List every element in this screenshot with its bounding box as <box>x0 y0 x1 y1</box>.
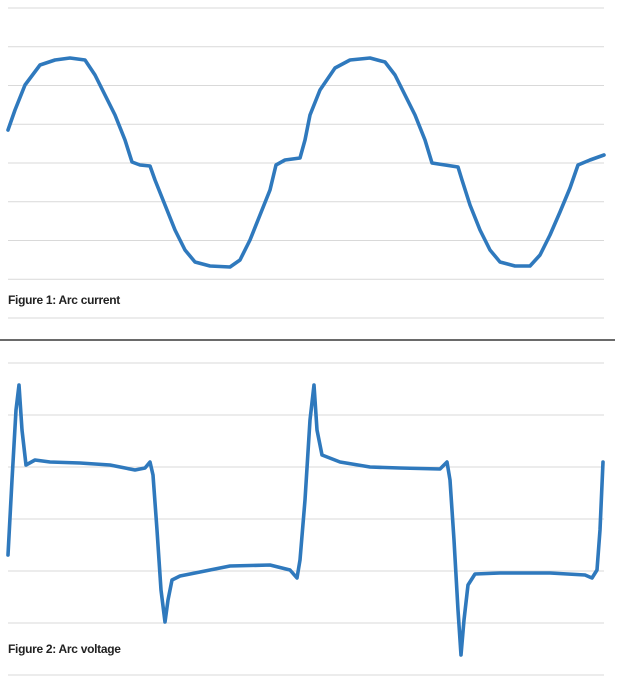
figure-caption: Figure 2: Arc voltage <box>8 642 121 656</box>
figure-caption: Figure 1: Arc current <box>8 293 120 307</box>
data-line <box>6 56 606 269</box>
data-line <box>6 383 605 657</box>
